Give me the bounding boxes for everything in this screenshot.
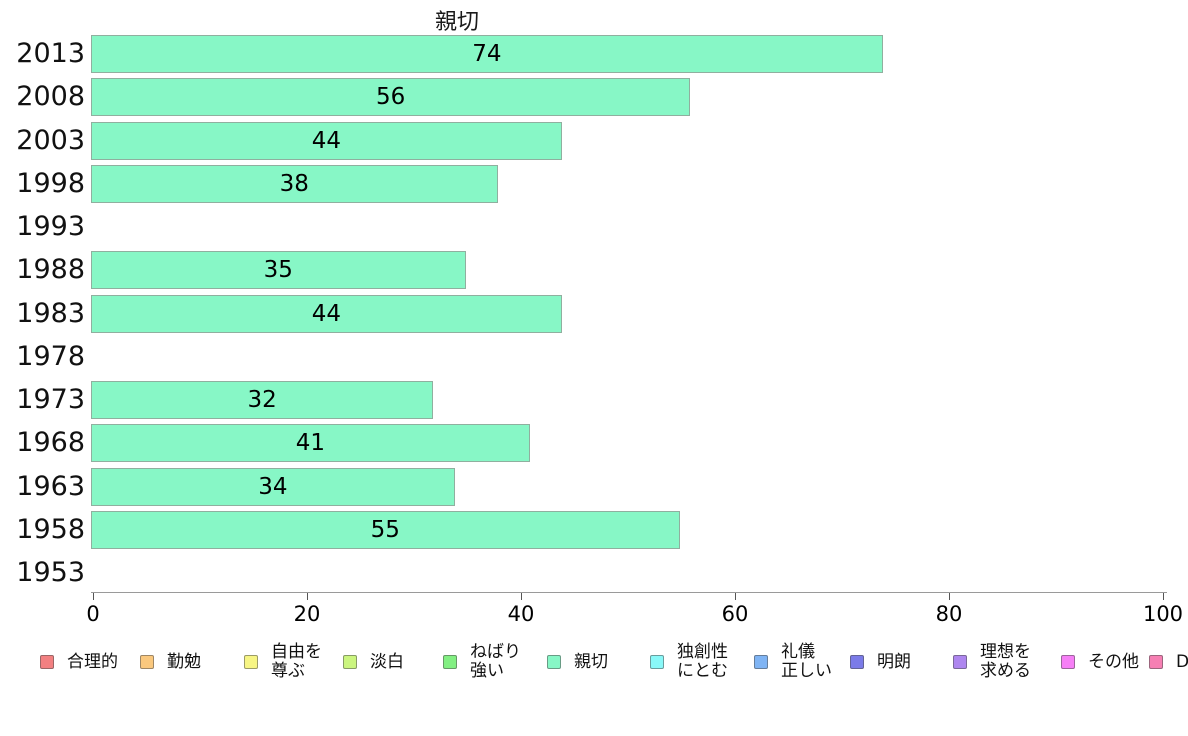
bar[interactable]: 55 — [91, 511, 680, 549]
legend-item-tanpaku[interactable]: 淡白 — [343, 640, 404, 684]
legend-item-risou-wo-motomeru[interactable]: 理想を 求める — [953, 640, 1031, 684]
chart-row: 1978 — [0, 338, 1188, 376]
tick-mark — [521, 593, 522, 600]
tick-mark — [93, 593, 94, 600]
legend-swatch — [953, 655, 967, 669]
y-axis-label: 1993 — [16, 211, 85, 242]
bar-value-label: 35 — [263, 257, 293, 283]
y-axis-label: 2013 — [16, 38, 85, 69]
legend-swatch — [1149, 655, 1163, 669]
chart-legend: 合理的 勤勉 自由を 尊ぶ 淡白 ねばり 強い 親切 独創性 にとむ 礼儀 正 — [0, 640, 1188, 688]
y-axis-label: 1953 — [16, 557, 85, 588]
x-tick-label: 80 — [935, 602, 963, 626]
legend-item-reigi-tadashii[interactable]: 礼儀 正しい — [754, 640, 832, 684]
chart-row: 1958 55 — [0, 511, 1188, 549]
legend-item-kinben[interactable]: 勤勉 — [140, 640, 201, 684]
y-axis-label: 1968 — [16, 427, 85, 458]
x-tick-label: 60 — [721, 602, 749, 626]
legend-label: 淡白 — [370, 651, 404, 672]
y-axis-label: 1963 — [16, 471, 85, 502]
bar[interactable]: 44 — [91, 122, 562, 160]
bar[interactable]: 34 — [91, 468, 455, 506]
y-axis-label: 2008 — [16, 81, 85, 112]
legend-label: 合理的 — [67, 651, 118, 672]
bar[interactable]: 35 — [91, 251, 466, 289]
chart-row: 1998 38 — [0, 165, 1188, 203]
legend-label: 親切 — [574, 651, 608, 672]
tick-mark — [1163, 593, 1164, 600]
y-axis-label: 2003 — [16, 125, 85, 156]
legend-item-shinsetsu[interactable]: 親切 — [547, 640, 608, 684]
chart-row: 1953 — [0, 554, 1188, 592]
bar-value-label: 44 — [311, 301, 342, 327]
legend-item-dokusousei[interactable]: 独創性 にとむ — [650, 640, 728, 684]
legend-swatch — [650, 655, 664, 669]
legend-swatch — [443, 655, 457, 669]
legend-item-nebarizuyoi[interactable]: ねばり 強い — [443, 640, 521, 684]
legend-label: ねばり 強い — [470, 642, 521, 681]
legend-swatch — [850, 655, 864, 669]
y-axis-label: 1958 — [16, 514, 85, 545]
chart-row: 1983 44 — [0, 295, 1188, 333]
chart-row: 1963 34 — [0, 468, 1188, 506]
legend-label: D — [1176, 651, 1188, 672]
bar[interactable]: 44 — [91, 295, 562, 333]
legend-item-jiyuu-wo-toutobu[interactable]: 自由を 尊ぶ — [244, 640, 322, 684]
bar[interactable]: 41 — [91, 424, 530, 462]
bar[interactable]: 56 — [91, 78, 691, 116]
legend-swatch — [40, 655, 54, 669]
legend-label: 礼儀 正しい — [781, 642, 832, 681]
bar-value-label: 38 — [279, 171, 309, 197]
bar-value-label: 56 — [375, 84, 406, 110]
chart-row: 2003 44 — [0, 122, 1188, 160]
legend-label: 自由を 尊ぶ — [271, 642, 322, 681]
chart-title: 親切 — [434, 10, 479, 35]
x-tick-label: 20 — [293, 602, 321, 626]
bar-value-label: 32 — [247, 387, 277, 413]
x-tick-label: 100 — [1142, 602, 1184, 626]
legend-label: 明朗 — [877, 651, 911, 672]
legend-label: 独創性 にとむ — [677, 642, 728, 681]
legend-label: その他 — [1088, 651, 1139, 672]
legend-label: 理想を 求める — [980, 642, 1031, 681]
bar-value-label: 41 — [295, 430, 325, 456]
legend-swatch — [1061, 655, 1075, 669]
chart-row: 1988 35 — [0, 251, 1188, 289]
bar-value-label: 44 — [311, 128, 342, 154]
bar-value-label: 34 — [258, 474, 288, 500]
tick-mark — [307, 593, 308, 600]
legend-item-d[interactable]: D — [1149, 640, 1188, 684]
legend-label: 勤勉 — [167, 651, 201, 672]
legend-item-meirou[interactable]: 明朗 — [850, 640, 911, 684]
legend-swatch — [244, 655, 258, 669]
chart-row: 1993 — [0, 208, 1188, 246]
chart-row: 2008 56 — [0, 78, 1188, 116]
bar[interactable]: 38 — [91, 165, 498, 203]
y-axis-label: 1983 — [16, 298, 85, 329]
legend-swatch — [140, 655, 154, 669]
x-axis-line — [91, 592, 1167, 593]
y-axis-label: 1998 — [16, 168, 85, 199]
chart-row: 1968 41 — [0, 424, 1188, 462]
x-tick-label: 0 — [86, 602, 100, 626]
chart-row: 2013 74 — [0, 35, 1188, 73]
legend-item-gouriteki[interactable]: 合理的 — [40, 640, 118, 684]
legend-swatch — [547, 655, 561, 669]
tick-mark — [949, 593, 950, 600]
x-tick-label: 40 — [507, 602, 535, 626]
y-axis-label: 1988 — [16, 254, 85, 285]
bar-value-label: 74 — [472, 41, 502, 67]
y-axis-label: 1978 — [16, 341, 85, 372]
legend-swatch — [754, 655, 768, 669]
bar[interactable]: 74 — [91, 35, 883, 73]
bar[interactable]: 32 — [91, 381, 434, 419]
y-axis-label: 1973 — [16, 384, 85, 415]
chart-row: 1973 32 — [0, 381, 1188, 419]
tick-mark — [735, 593, 736, 600]
legend-swatch — [343, 655, 357, 669]
legend-item-sonota[interactable]: その他 — [1061, 640, 1139, 684]
bar-value-label: 55 — [370, 517, 400, 543]
